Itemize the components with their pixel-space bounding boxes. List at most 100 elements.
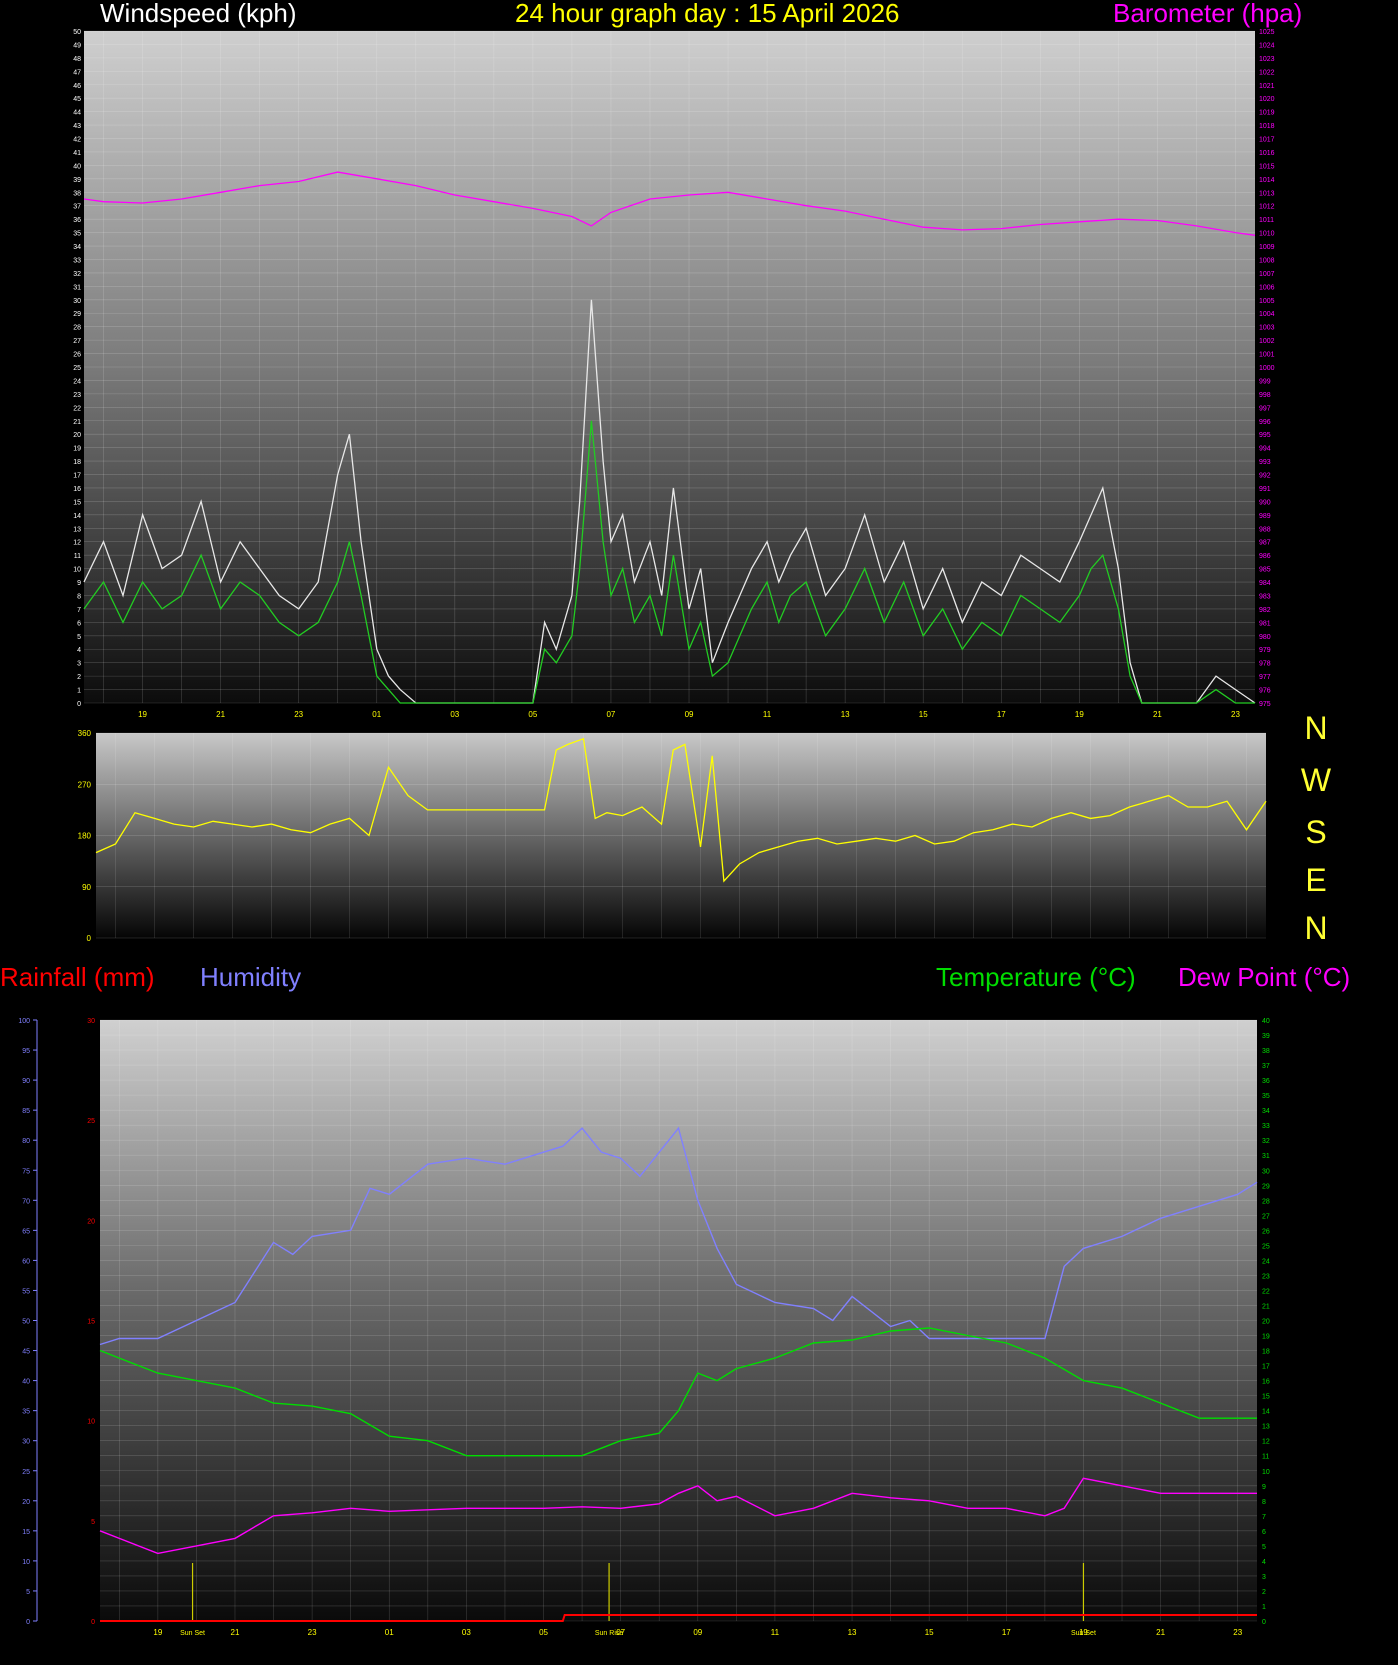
temperature-tick-label: 38 [1262, 1048, 1270, 1055]
barometer-tick-label: 1017 [1259, 137, 1275, 144]
temperature-tick-label: 24 [1262, 1258, 1270, 1265]
humidity-tick-label: 55 [22, 1288, 30, 1295]
humidity-tick-label: 0 [26, 1619, 30, 1626]
rainfall-title: Rainfall (mm) [0, 962, 155, 992]
direction-plot-area [96, 733, 1266, 938]
barometer-tick-label: 991 [1259, 486, 1271, 493]
barometer-tick-label: 987 [1259, 540, 1271, 547]
top-x-tick-label: 07 [606, 710, 615, 719]
direction-letter-n-top: N [1304, 710, 1328, 746]
humidity-tick-label: 10 [22, 1559, 30, 1566]
barometer-tick-label: 1011 [1259, 217, 1274, 224]
temperature-tick-label: 8 [1262, 1499, 1266, 1506]
temperature-tick-label: 5 [1262, 1544, 1266, 1551]
windspeed-tick-label: 23 [73, 392, 81, 399]
bottom-x-tick-label: 01 [385, 1628, 394, 1637]
windspeed-tick-label: 38 [73, 190, 81, 197]
sun-marker-label: Sun Set [180, 1630, 205, 1637]
series-rainfall [100, 1614, 1257, 1622]
windspeed-tick-label: 48 [73, 56, 81, 63]
rainfall-tick-label: 25 [87, 1118, 95, 1125]
windspeed-tick-label: 4 [77, 647, 81, 654]
barometer-tick-label: 1025 [1259, 29, 1275, 36]
top-x-tick-label: 19 [138, 710, 147, 719]
windspeed-tick-label: 1 [77, 688, 81, 695]
top-x-tick-label: 03 [450, 710, 459, 719]
barometer-tick-label: 1010 [1259, 231, 1275, 238]
temperature-tick-label: 10 [1262, 1469, 1270, 1476]
humidity-tick-label: 65 [22, 1228, 30, 1235]
rainfall-tick-label: 15 [87, 1319, 95, 1326]
barometer-tick-label: 993 [1259, 459, 1271, 466]
series-humidity [99, 1126, 1258, 1346]
humidity-tick-label: 35 [22, 1409, 30, 1416]
top-x-tick-label: 01 [372, 710, 381, 719]
direction-letter-w: W [1300, 762, 1332, 798]
windspeed-tick-label: 50 [73, 29, 81, 36]
barometer-tick-label: 1023 [1259, 56, 1275, 63]
barometer-tick-label: 998 [1259, 392, 1271, 399]
temperature-title: Temperature (°C) [936, 962, 1136, 992]
temperature-tick-label: 1 [1262, 1604, 1266, 1611]
barometer-tick-label: 975 [1259, 701, 1271, 708]
barometer-tick-label: 981 [1259, 620, 1271, 627]
humidity-tick-label: 90 [22, 1078, 30, 1085]
date-title: 24 hour graph day : 15 April 2026 [515, 0, 900, 28]
top-x-tick-label: 17 [997, 710, 1006, 719]
direction-tick-label: 90 [82, 883, 91, 892]
windspeed-tick-label: 0 [77, 701, 81, 708]
barometer-tick-label: 1008 [1259, 257, 1275, 264]
rainfall-tick-label: 0 [91, 1619, 95, 1626]
barometer-title: Barometer (hpa) [1113, 0, 1303, 28]
humidity-tick-label: 70 [22, 1198, 30, 1205]
temperature-tick-label: 19 [1262, 1334, 1270, 1341]
humidity-tick-label: 60 [22, 1258, 30, 1265]
windspeed-tick-label: 35 [73, 231, 81, 238]
windspeed-tick-label: 32 [73, 271, 81, 278]
top-x-tick-label: 13 [841, 710, 850, 719]
barometer-tick-label: 1019 [1259, 110, 1275, 117]
barometer-tick-label: 1004 [1259, 311, 1275, 318]
bottom-x-tick-label: 15 [925, 1628, 934, 1637]
temperature-tick-label: 3 [1262, 1574, 1266, 1581]
windspeed-tick-label: 17 [73, 473, 81, 480]
barometer-tick-label: 992 [1259, 473, 1271, 480]
windspeed-tick-label: 30 [73, 298, 81, 305]
temperature-tick-label: 7 [1262, 1514, 1266, 1521]
windspeed-tick-label: 41 [73, 150, 81, 157]
top-x-tick-label: 23 [1231, 710, 1240, 719]
windspeed-tick-label: 39 [73, 177, 81, 184]
temperature-tick-label: 30 [1262, 1168, 1270, 1175]
barometer-tick-label: 1002 [1259, 338, 1275, 345]
windspeed-tick-label: 12 [73, 540, 81, 547]
windspeed-tick-label: 14 [73, 513, 81, 520]
windspeed-tick-label: 43 [73, 123, 81, 130]
direction-tick-label: 180 [78, 832, 92, 841]
top-x-tick-label: 11 [763, 710, 772, 719]
windspeed-tick-label: 13 [73, 526, 81, 533]
temperature-tick-label: 28 [1262, 1198, 1270, 1205]
barometer-tick-label: 997 [1259, 405, 1271, 412]
series-wind-gust [83, 299, 1256, 704]
barometer-tick-label: 1015 [1259, 163, 1275, 170]
windspeed-tick-label: 18 [73, 459, 81, 466]
windspeed-tick-label: 34 [73, 244, 81, 251]
rainfall-tick-label: 20 [87, 1218, 95, 1225]
humidity-tick-label: 95 [22, 1048, 30, 1055]
temperature-tick-label: 9 [1262, 1484, 1266, 1491]
bottom-x-tick-label: 21 [1156, 1628, 1165, 1637]
bottom-x-tick-label: 11 [771, 1628, 780, 1637]
windspeed-tick-label: 19 [73, 446, 81, 453]
barometer-tick-label: 1022 [1259, 69, 1275, 76]
series-wind-average [83, 420, 1255, 704]
rainfall-tick-label: 30 [87, 1018, 95, 1025]
windspeed-tick-label: 7 [77, 607, 81, 614]
barometer-tick-label: 1016 [1259, 150, 1275, 157]
windspeed-tick-label: 3 [77, 661, 81, 668]
barometer-tick-label: 999 [1259, 378, 1271, 385]
direction-tick-label: 360 [78, 729, 92, 738]
windspeed-tick-label: 5 [77, 634, 81, 641]
top-x-tick-label: 15 [919, 710, 928, 719]
windspeed-tick-label: 10 [73, 567, 81, 574]
bottom-x-tick-label: 23 [1233, 1628, 1242, 1637]
